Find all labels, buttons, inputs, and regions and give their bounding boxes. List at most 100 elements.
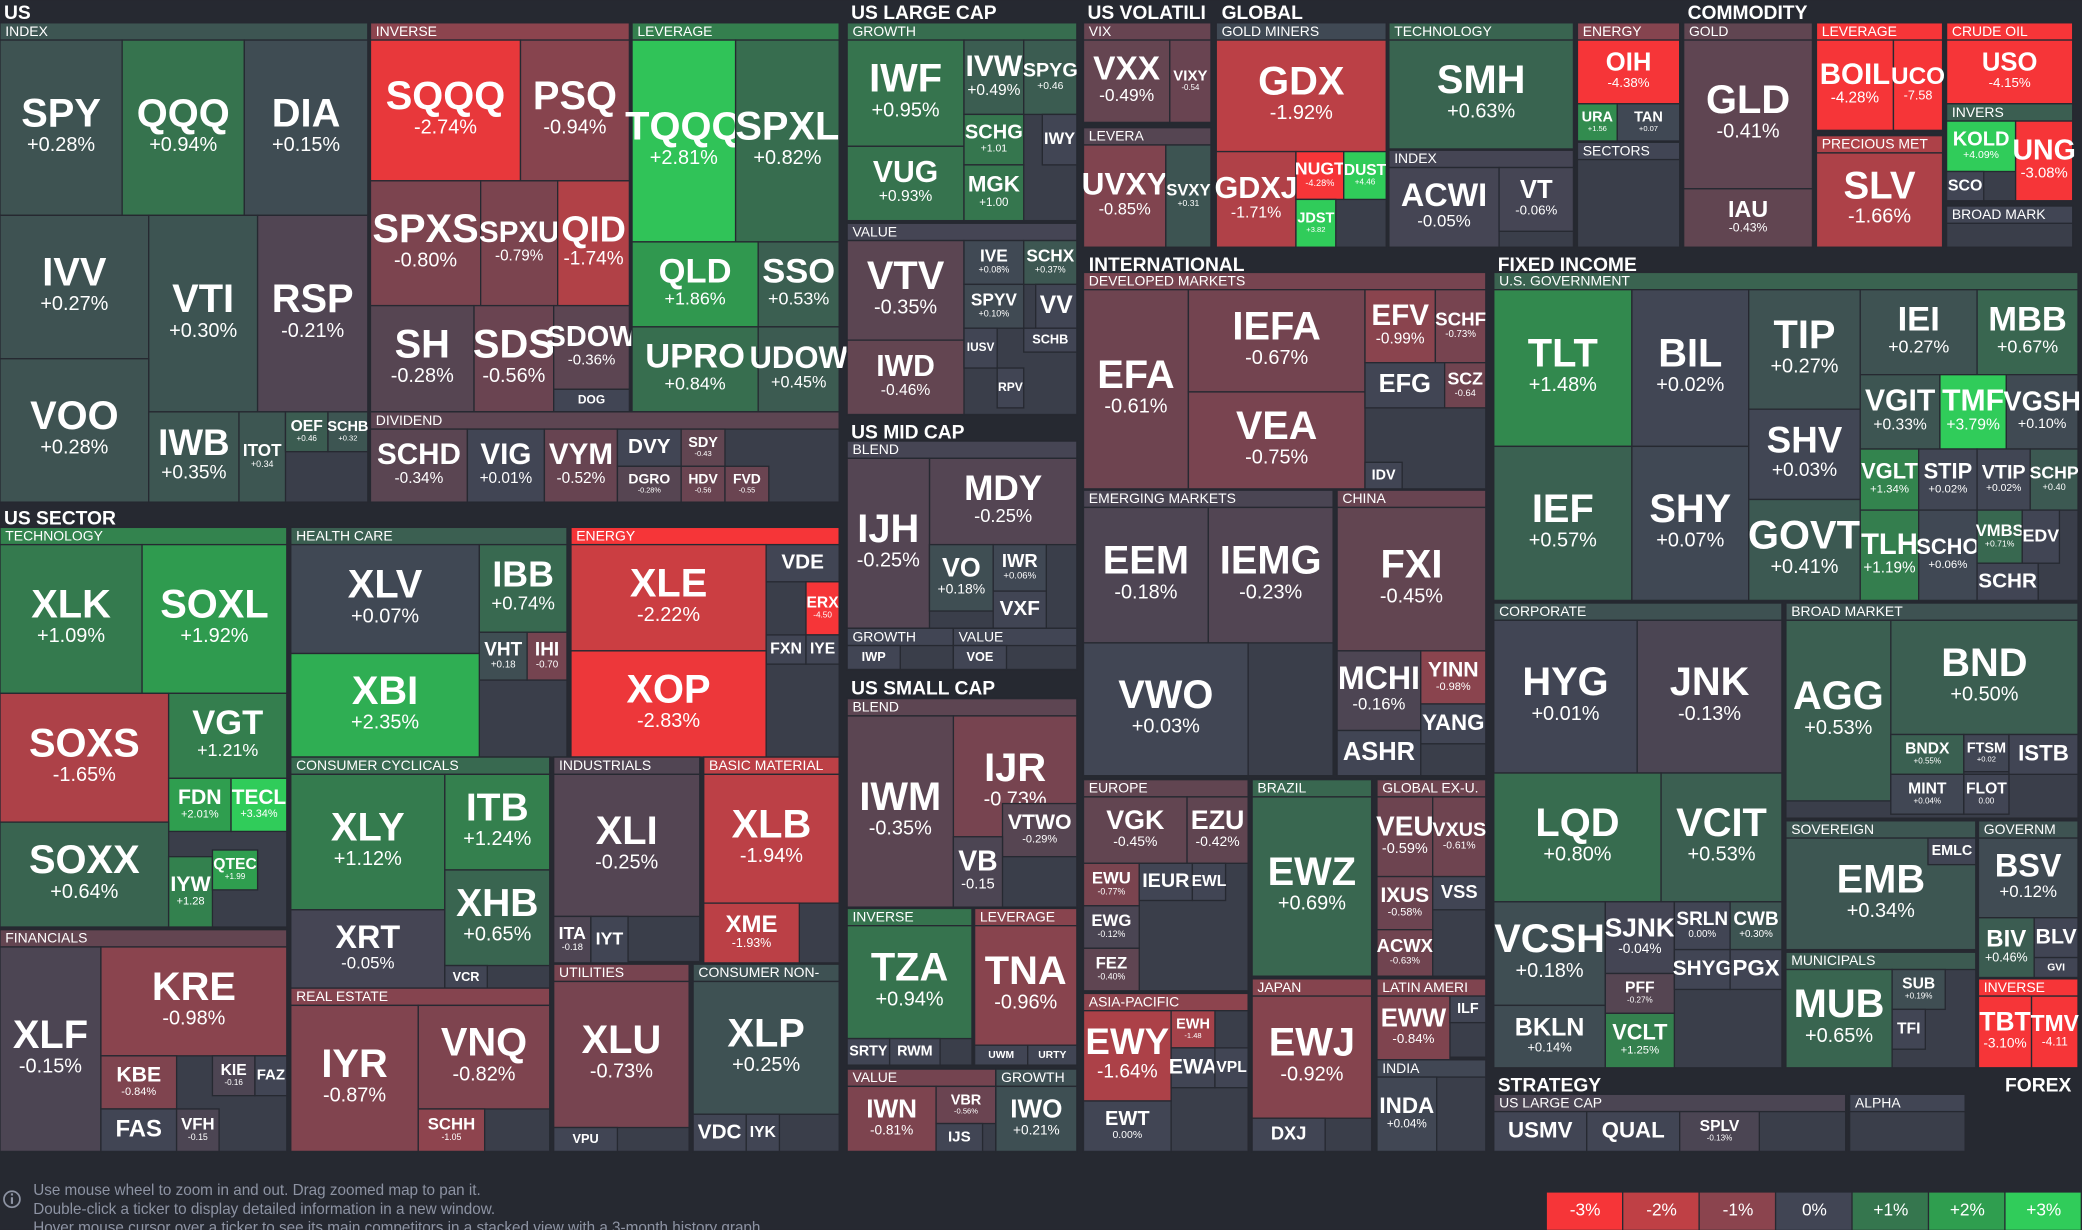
ticker: ITOT: [243, 441, 282, 460]
section-title: STRATEGY: [1498, 1076, 1602, 1097]
ticker: SLV: [1843, 164, 1915, 207]
tile: [1682, 188, 1814, 248]
legend-swatch: [1623, 1192, 1699, 1230]
ticker: VCLT: [1612, 1020, 1668, 1045]
change: +0.04%: [1387, 1117, 1427, 1130]
ticker: XLP: [727, 1011, 804, 1055]
tile: [1891, 968, 1946, 1011]
tile: [175, 1108, 220, 1153]
tile: [1186, 796, 1249, 864]
change: +0.32: [338, 433, 357, 442]
ticker: EFG: [1379, 370, 1431, 398]
change: +0.30%: [169, 320, 237, 342]
ticker: ILF: [1457, 1001, 1479, 1017]
ticker: XLV: [348, 563, 423, 607]
change: -1.71%: [1231, 204, 1281, 221]
tile: [996, 367, 1025, 409]
ticker: VIG: [480, 438, 531, 471]
ticker: TAN: [1634, 110, 1663, 126]
ticker: VGLT: [1861, 458, 1918, 483]
tile: [478, 543, 568, 633]
group-header: [1576, 141, 1681, 161]
tile: [211, 849, 259, 891]
group-label: DEVELOPED MARKETS: [1089, 272, 1245, 288]
ticker: VTI: [172, 277, 234, 321]
group-label: SOVEREIGN: [1791, 821, 1874, 837]
change: +0.01%: [1531, 703, 1599, 725]
section-title: GLOBAL: [1222, 3, 1304, 24]
ticker: NUGT: [1295, 159, 1345, 179]
ticker: VDE: [781, 551, 824, 574]
tile: [963, 164, 1025, 222]
tile: [2029, 448, 2079, 511]
tile: [846, 925, 973, 1040]
ticker: SVXY: [1166, 180, 1210, 199]
tile: [2014, 120, 2074, 202]
tile: [230, 777, 288, 833]
change: -0.46%: [881, 382, 931, 399]
group-label: INVERSE: [852, 908, 913, 924]
change: +1.00: [979, 197, 1008, 209]
ticker: GLD: [1706, 78, 1790, 122]
change: +1.56: [1588, 124, 1607, 133]
tile: [290, 773, 446, 911]
change: -1.66%: [1848, 206, 1911, 228]
change: -0.13%: [1707, 1134, 1733, 1143]
tile: [369, 304, 475, 413]
ticker: UNG: [2012, 135, 2075, 167]
ticker: TFI: [1897, 1020, 1920, 1037]
tile: [1892, 39, 1944, 132]
change: +2.81%: [650, 147, 718, 169]
tile: [846, 145, 965, 222]
ticker: RSP: [272, 277, 354, 321]
ticker: IUSV: [967, 340, 995, 354]
change: +0.80%: [1543, 844, 1611, 866]
legend-swatch: [2005, 1192, 2081, 1230]
tile: [757, 326, 840, 413]
change: +0.41%: [1770, 556, 1838, 578]
tile: [734, 39, 840, 243]
ticker: XOP: [626, 668, 710, 712]
change: +1.09%: [37, 625, 105, 647]
tile: [1815, 152, 1944, 248]
change: -0.16%: [1352, 695, 1405, 714]
tile: [1336, 506, 1487, 652]
ticker: KBE: [116, 1062, 161, 1086]
change: +0.74%: [491, 592, 555, 613]
ticker: VO: [942, 553, 981, 583]
tile: [519, 39, 631, 182]
change: -1.64%: [1097, 1061, 1158, 1082]
ticker: EEM: [1103, 539, 1189, 583]
ticker: DGRO: [628, 471, 670, 487]
tile: [1679, 1110, 1761, 1153]
group-label: INDEX: [1394, 150, 1437, 166]
change: +0.33%: [1873, 417, 1927, 434]
tile: [256, 214, 369, 413]
change: -0.55: [739, 485, 756, 494]
ticker: IWD: [876, 350, 935, 383]
ticker: UPRO: [645, 338, 745, 376]
ticker: MBB: [1988, 301, 2067, 339]
group-label: ALPHA: [1855, 1094, 1901, 1110]
tile: [1939, 374, 2007, 450]
change: +0.10%: [2018, 416, 2067, 432]
change: -1.92%: [1270, 102, 1333, 124]
ticker: UDOW: [749, 340, 848, 375]
ticker: SCO: [1948, 177, 1983, 194]
tile: [1859, 509, 1920, 602]
ticker: VXUS: [1432, 819, 1486, 841]
ticker: UCO: [1891, 63, 1945, 90]
change: 0.00%: [1112, 1130, 1142, 1141]
ticker: RPV: [998, 380, 1023, 394]
group-label: FINANCIALS: [5, 930, 87, 946]
tile: [680, 428, 726, 467]
group-label: HEALTH CARE: [296, 527, 393, 543]
ticker: URA: [1582, 110, 1614, 126]
ticker: SPYG: [1023, 59, 1078, 81]
ticker: DOG: [578, 393, 605, 407]
change: -0.45%: [1113, 833, 1157, 849]
tile: [553, 773, 701, 918]
change: -0.41%: [1717, 121, 1780, 143]
ticker: EWY: [1085, 1021, 1169, 1062]
